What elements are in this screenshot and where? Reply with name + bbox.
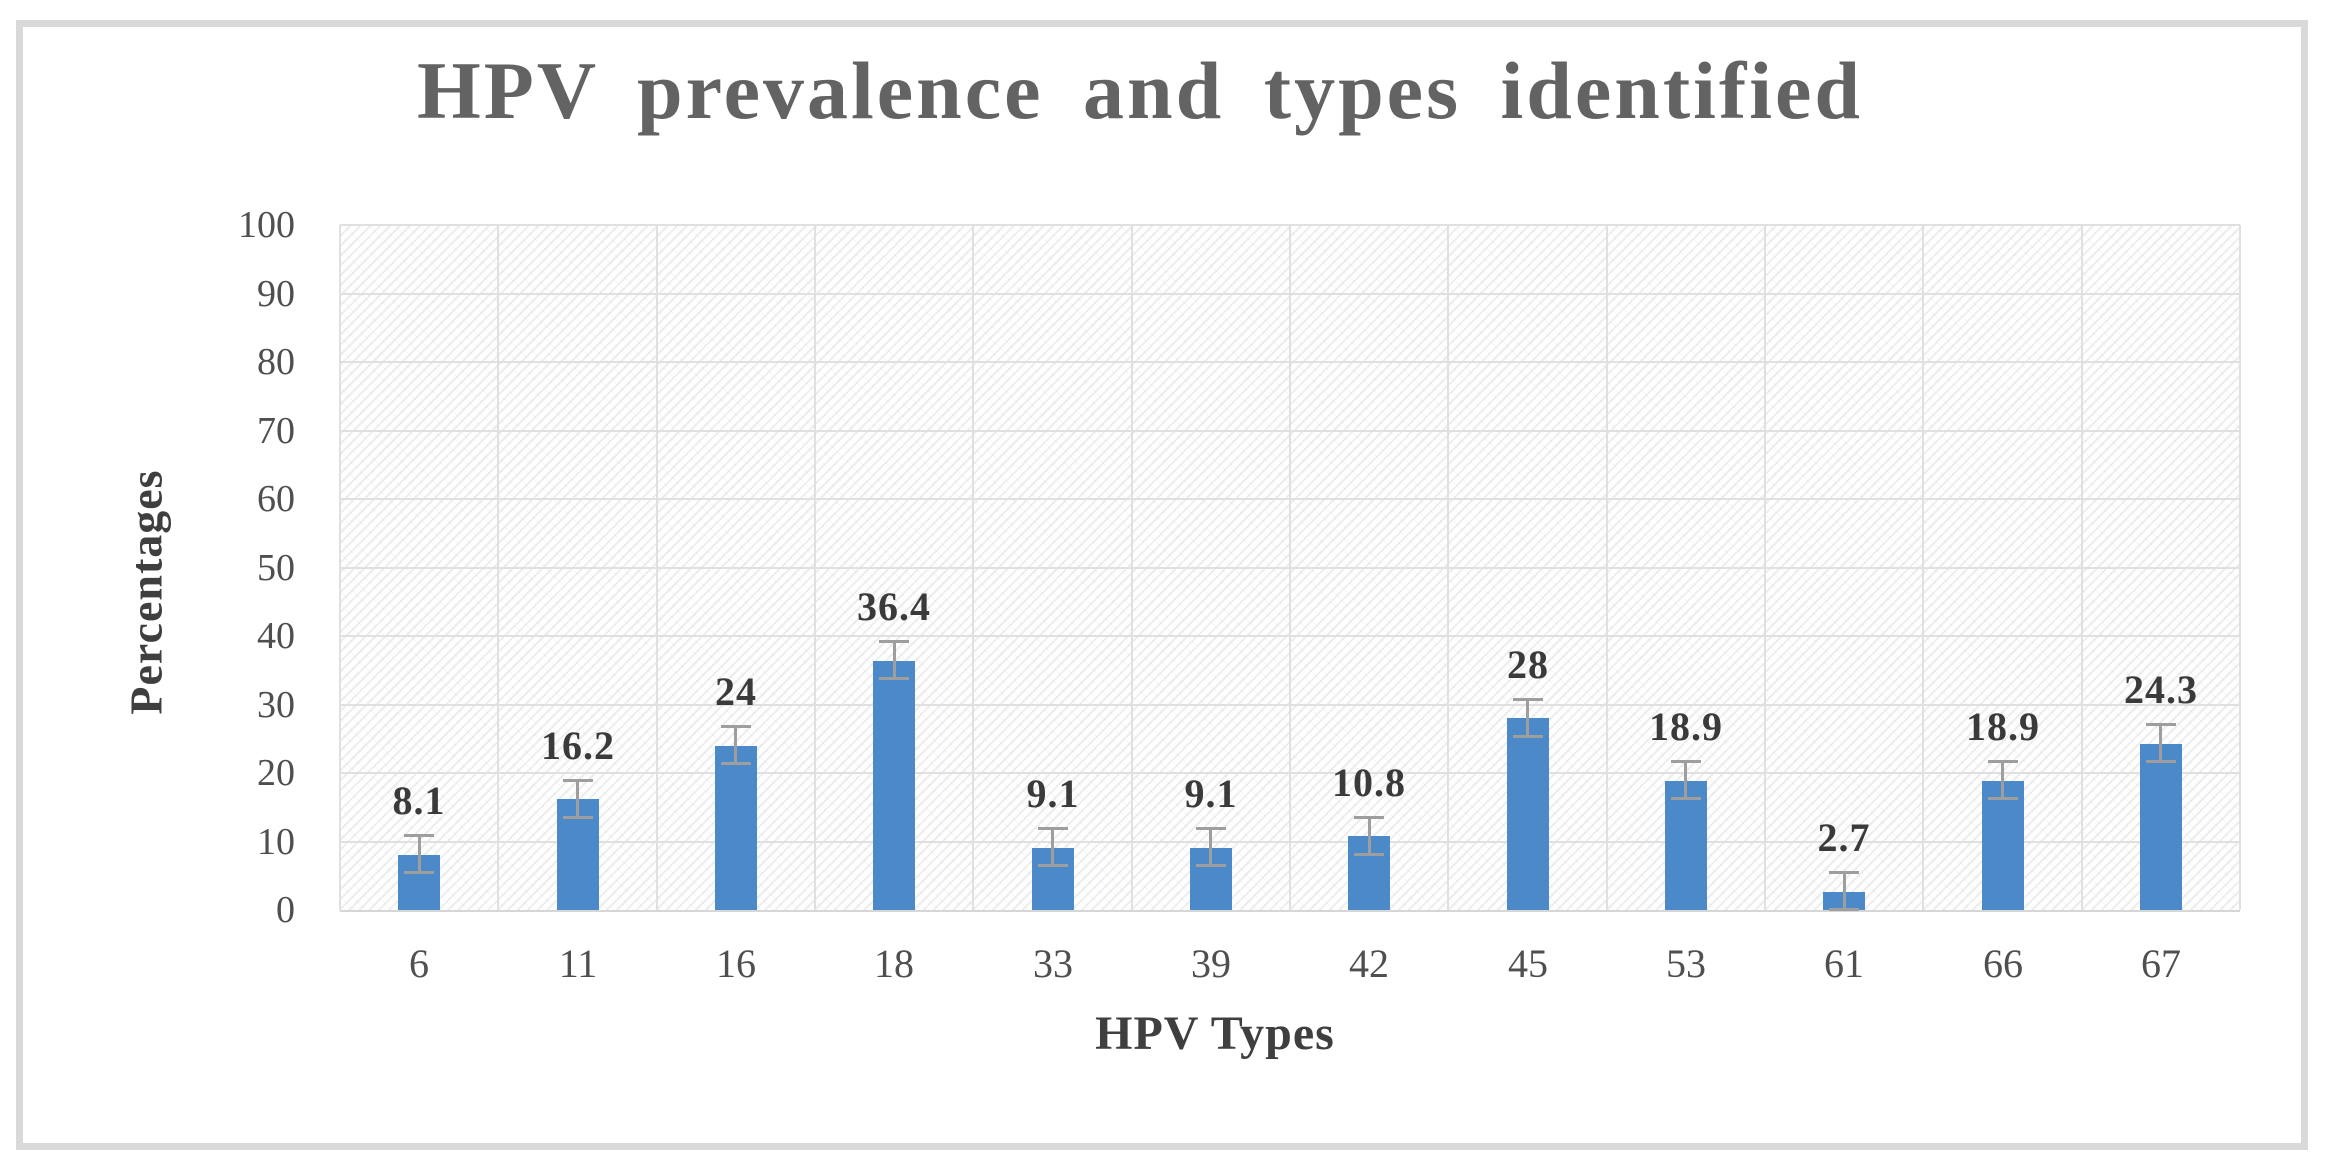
bar-value-label: 36.4 [857,584,931,629]
error-bar-line [1051,829,1054,866]
error-bar-cap [1196,827,1226,830]
v-gridline [2081,225,2083,910]
x-tick-label: 42 [1349,941,1389,986]
y-tick-label: 100 [238,204,295,246]
bar-value-label: 8.1 [392,778,446,823]
bar-value-label: 24 [715,669,757,714]
error-bar-cap [404,871,434,874]
v-gridline [1606,225,1608,910]
bar [2140,744,2182,910]
bar [1665,781,1707,910]
bar [873,661,915,910]
v-gridline [1289,225,1291,910]
x-tick-label: 61 [1824,941,1864,986]
error-bar-cap [563,779,593,782]
error-bar-cap [1354,816,1384,819]
error-bar-line [1526,700,1529,737]
plot-area: 8.1 16.2 24 36.4 9.1 9.1 10.8 28 18.9 2.7 18.9 24.3 [339,224,2241,912]
y-tick-label: 40 [257,615,295,657]
error-bar-cap [1513,735,1543,738]
v-gridline [656,225,658,910]
y-tick-label: 10 [257,821,295,863]
error-bar-cap [1829,908,1859,911]
v-gridline [339,225,341,910]
x-tick-label: 39 [1191,941,1231,986]
error-bar-cap [1988,797,2018,800]
v-gridline [497,225,499,910]
error-bar-cap [1829,871,1859,874]
v-gridline [814,225,816,910]
x-tick-label: 6 [409,941,429,986]
error-bar-cap [1196,864,1226,867]
error-bar-line [1843,873,1846,910]
error-bar-cap [1038,827,1068,830]
y-tick-label: 50 [257,547,295,589]
bar [1507,718,1549,910]
bar-value-label: 9.1 [1026,771,1080,816]
error-bar-cap [563,816,593,819]
error-bar-cap [1513,698,1543,701]
error-bar-line [1209,829,1212,866]
error-bar-cap [879,640,909,643]
x-tick-label: 33 [1033,941,1073,986]
error-bar-line [418,836,421,873]
v-gridline [1131,225,1133,910]
chart-title: HPV prevalence and types identified [416,45,1864,136]
error-bar-line [2001,762,2004,799]
y-tick-label: 60 [257,478,295,520]
bar-value-label: 24.3 [2124,667,2198,712]
x-tick-label: 16 [716,941,756,986]
y-tick-label: 80 [257,341,295,383]
x-tick-label: 67 [2141,941,2181,986]
v-gridline [1764,225,1766,910]
error-bar-cap [1354,853,1384,856]
error-bar-line [1368,818,1371,855]
v-gridline [2239,225,2241,910]
bar-value-label: 28 [1507,642,1549,687]
error-bar-line [576,781,579,818]
x-axis-title: HPV Types [1095,1007,1335,1060]
error-bar-line [734,727,737,764]
bar [1982,781,2024,910]
x-tick-label: 11 [558,941,598,986]
error-bar-cap [2146,760,2176,763]
bar-value-label: 10.8 [1332,760,1406,805]
error-bar-cap [879,677,909,680]
x-tick-label: 53 [1666,941,1706,986]
bar-value-label: 18.9 [1966,704,2040,749]
y-tick-label: 30 [257,684,295,726]
error-bar-line [1684,762,1687,799]
bar-value-label: 18.9 [1649,704,1723,749]
x-tick-label: 18 [874,941,914,986]
x-tick-label: 66 [1983,941,2023,986]
v-gridline [1447,225,1449,910]
error-bar-line [2159,725,2162,762]
bar [715,746,757,910]
error-bar-cap [1671,760,1701,763]
x-tick-label: 45 [1508,941,1548,986]
error-bar-cap [1038,864,1068,867]
error-bar-cap [404,834,434,837]
bar-value-label: 2.7 [1817,815,1871,860]
error-bar-cap [721,725,751,728]
y-tick-label: 90 [257,273,295,315]
error-bar-line [893,642,896,679]
bar-value-label: 16.2 [541,723,615,768]
v-gridline [1922,225,1924,910]
error-bar-cap [1671,797,1701,800]
y-tick-label: 20 [257,752,295,794]
y-tick-label: 70 [257,410,295,452]
y-tick-label: 0 [276,889,295,931]
v-gridline [972,225,974,910]
error-bar-cap [2146,723,2176,726]
error-bar-cap [721,762,751,765]
bar-value-label: 9.1 [1184,771,1238,816]
error-bar-cap [1988,760,2018,763]
